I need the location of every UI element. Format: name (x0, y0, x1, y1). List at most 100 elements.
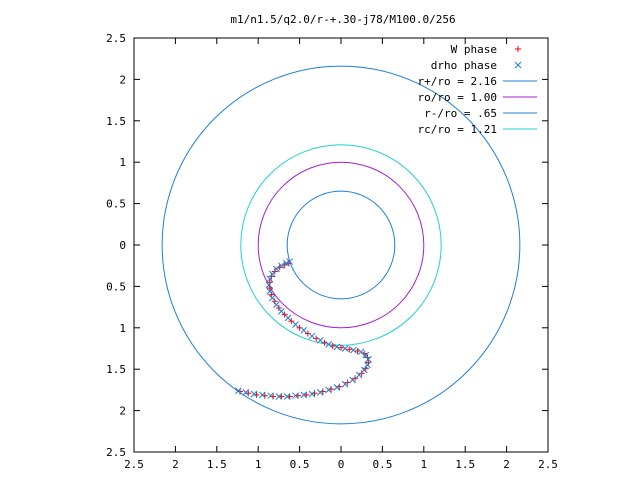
cross-point (349, 376, 356, 384)
chart-title: m1/n1.5/q2.0/r-+.30-j78/M100.0/256 (230, 13, 455, 26)
cross-point-b (283, 393, 291, 400)
cross-point-b (514, 61, 522, 69)
plus-point (352, 375, 359, 382)
cross-point-b (300, 326, 308, 334)
y-tick-label: 2.5 (106, 32, 126, 45)
cross-point (514, 61, 522, 69)
legend-label: r+/ro = 2.16 (418, 75, 497, 88)
cross-point (268, 270, 276, 278)
y-tick-label: 1.5 (106, 363, 126, 376)
cross-point (362, 351, 370, 359)
cross-point-b (273, 301, 280, 308)
cross-point (341, 380, 349, 388)
cross-point-b (360, 366, 368, 374)
plus-point (275, 304, 282, 311)
y-tick-label: 0.5 (106, 280, 126, 293)
y-tick-label: 1 (119, 322, 126, 335)
cross-point-b (292, 392, 299, 400)
cross-point (360, 366, 368, 374)
legend-label: drho phase (431, 59, 497, 72)
cross-point-b (273, 265, 280, 273)
cross-point-b (300, 391, 308, 399)
cross-point (234, 387, 242, 395)
x-tick-label: 0 (338, 458, 345, 471)
cross-point-b (250, 390, 258, 398)
cross-point (282, 259, 290, 267)
y-tick-label: 0.5 (106, 198, 126, 211)
cross-point-b (308, 332, 316, 340)
cross-point (278, 262, 285, 270)
cross-point-b (278, 262, 285, 270)
cross-point-b (266, 275, 274, 283)
cross-point-b (316, 389, 324, 396)
plus-point (281, 311, 288, 318)
cross-point (265, 281, 273, 289)
cross-point-b (341, 380, 349, 388)
x-tick-label: 2 (503, 458, 510, 471)
cross-point (350, 346, 357, 354)
cross-point (364, 361, 371, 369)
legend-label: r-/ro = .65 (424, 107, 497, 120)
cross-point-b (286, 258, 294, 265)
data-points (234, 258, 372, 400)
cross-point-b (333, 384, 341, 391)
cross-point-b (308, 390, 316, 398)
cross-point-b (325, 341, 332, 348)
cross-point (333, 384, 341, 391)
cross-point-b (362, 351, 370, 359)
cross-point (316, 336, 324, 344)
legend-label: rc/ro = 1.21 (418, 123, 497, 136)
cross-point-b (268, 294, 276, 302)
x-tick-label: 2 (172, 458, 179, 471)
cross-point-b (258, 391, 266, 399)
cross-point (250, 390, 258, 398)
cross-point-b (349, 376, 356, 384)
axis-tick-labels: 2.5 2 1.5 1 0.5 0 0.5 1 1.5 2 2.52.521.510.500.511… (106, 32, 558, 471)
x-tick-label: 1.5 (207, 458, 227, 471)
cross-point-b (275, 393, 283, 400)
cross-point-b (284, 314, 292, 322)
cross-point-b (350, 346, 357, 354)
plus-point (358, 370, 365, 377)
cross-point (325, 341, 332, 348)
cross-point (275, 393, 283, 400)
cross-point (308, 390, 316, 398)
plus-point (338, 344, 344, 351)
y-tick-label: 2 (119, 73, 126, 86)
cross-point (273, 301, 280, 308)
x-tick-label: 0.5 (290, 458, 310, 471)
cross-point-b (292, 321, 299, 328)
cross-point (292, 392, 299, 400)
cross-point (341, 345, 349, 352)
cross-point-b (325, 386, 332, 394)
cross-point (308, 332, 316, 340)
legend-label: ro/ro = 1.00 (418, 91, 497, 104)
y-tick-label: 1.5 (106, 115, 126, 128)
cross-point (325, 386, 332, 394)
cross-point (268, 294, 276, 302)
x-tick-label: 1 (420, 458, 427, 471)
plus-point (515, 46, 521, 52)
cross-point-b (265, 281, 273, 289)
cross-point (333, 343, 341, 351)
x-tick-label: 1 (255, 458, 262, 471)
plus-point (346, 346, 353, 353)
cross-point (266, 288, 274, 295)
cross-point (286, 258, 294, 265)
cross-point-b (266, 288, 274, 295)
plus-point (288, 318, 295, 325)
cross-point (300, 326, 308, 334)
cross-point-b (278, 307, 285, 315)
cross-point-b (316, 336, 324, 344)
x-tick-label: 1.5 (455, 458, 475, 471)
cross-point-b (268, 270, 276, 278)
cross-point-b (267, 392, 274, 400)
x-tick-label: 2.5 (538, 458, 558, 471)
circle-series-line (161, 65, 521, 425)
cross-point (316, 389, 324, 396)
legend-label: W phase (451, 43, 497, 56)
cross-point (278, 307, 285, 315)
cross-point-b (364, 355, 372, 363)
cross-point (273, 265, 280, 273)
